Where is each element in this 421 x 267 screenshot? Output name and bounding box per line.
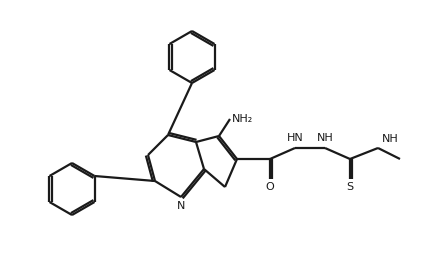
Text: O: O — [266, 182, 274, 192]
Text: NH: NH — [317, 133, 333, 143]
Text: S: S — [346, 182, 354, 192]
Text: N: N — [177, 201, 185, 211]
Text: NH: NH — [382, 134, 399, 144]
Text: NH₂: NH₂ — [232, 114, 253, 124]
Text: HN: HN — [287, 133, 304, 143]
